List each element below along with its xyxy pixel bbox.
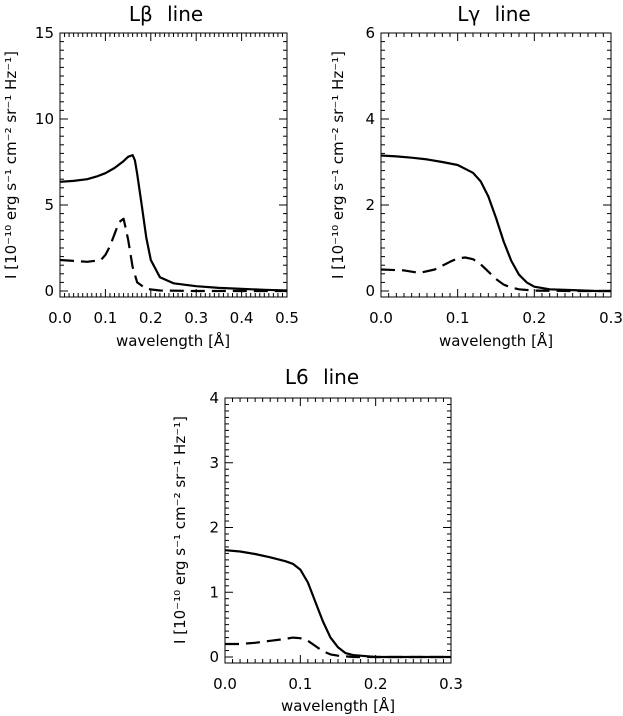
panel-lbeta-x-tick-label: 0.4 [230,309,254,327]
panel-l6-title: L6 line [285,365,359,389]
panel-lgamma-plot-frame [380,32,612,298]
panel-l6-x-tick-label: 0.3 [439,675,463,693]
panel-lgamma-dashed-curve [380,256,611,293]
panel-lbeta-y-tick-label: 15 [35,24,54,42]
panel-l6-plot-frame [224,397,452,664]
panel-lgamma-title-suffix: line [495,2,531,26]
panel-lgamma-title-main: Lγ [457,2,480,26]
panel-lgamma-x-axis-label: wavelength [Å] [439,331,553,350]
panel-lbeta-title: Lβ line [129,2,203,26]
panel-lbeta-solid-curve [59,154,288,292]
panel-lgamma-x-tick-label: 0.1 [446,309,470,327]
panel-l6: L6 line 0.0 0.1 0.2 0.3 0 1 2 3 4 wavelength [Å]… [171,365,463,715]
panel-lbeta-x-tick-label: 0.1 [93,309,117,327]
panel-lgamma-y-tick-label: 6 [365,24,375,42]
panel-l6-y-tick-label: 1 [209,583,219,601]
panel-lbeta-x-tick-label: 0.2 [139,309,163,327]
panel-lbeta-y-tick-label: 10 [35,110,54,128]
panel-l6-x-axis-label: wavelength [Å] [281,696,395,715]
panel-lbeta-ticks: 0.0 0.1 0.2 0.3 0.4 0.5 0 5 10 15 [35,24,299,327]
panel-l6-y-tick-label: 2 [209,519,219,537]
panel-l6-title-main: L6 [285,365,309,389]
panel-l6-ticks: 0.0 0.1 0.2 0.3 0 1 2 3 4 [209,389,462,693]
panel-l6-curves [224,549,451,659]
panel-l6-dashed-curve [225,636,451,659]
panel-l6-x-tick-label: 0.0 [213,675,237,693]
panel-l6-y-tick-label: 0 [209,648,219,666]
panel-l6-title-suffix: line [323,365,359,389]
panel-lgamma-y-axis-label: I [10⁻¹⁰ erg s⁻¹ cm⁻² sr⁻¹ Hz⁻¹] [329,51,347,279]
panel-lbeta-y-tick-label: 5 [44,196,54,214]
panel-lbeta-x-tick-label: 0.0 [48,309,72,327]
panel-lbeta-y-axis-label: I [10⁻¹⁰ erg s⁻¹ cm⁻² sr⁻¹ Hz⁻¹] [2,51,20,279]
panel-lgamma-x-tick-label: 0.3 [599,309,623,327]
panel-lgamma-y-tick-label: 4 [365,110,375,128]
panel-lgamma-x-tick-label: 0.2 [522,309,546,327]
panel-l6-x-tick-label: 0.2 [364,675,388,693]
panel-l6-y-tick-label: 3 [209,454,219,472]
panel-lbeta-dashed-curve [59,217,287,293]
panel-l6-x-tick-label: 0.1 [288,675,312,693]
panel-lgamma-x-tick-label: 0.0 [369,309,393,327]
panel-lgamma-solid-curve [380,154,611,293]
panel-lbeta-x-axis-label: wavelength [Å] [116,331,230,350]
panel-lbeta-x-tick-label: 0.5 [275,309,299,327]
panel-lbeta-title-main: Lβ [129,2,153,26]
panel-lgamma-y-tick-label: 2 [365,196,375,214]
panel-lbeta-plot-frame [59,32,288,298]
panel-l6-solid-curve [224,549,451,659]
panel-lgamma-title: Lγ line [457,2,530,26]
panel-lbeta-x-tick-label: 0.3 [184,309,208,327]
panel-lgamma-curves [380,154,611,293]
panel-lbeta-title-suffix: line [167,2,203,26]
panel-lbeta: Lβ line 0.0 0.1 0.2 0.3 0.4 0.5 0 5 10 15 wavelen… [2,2,299,350]
panel-l6-y-tick-label: 4 [209,389,219,407]
panel-l6-y-axis-label: I [10⁻¹⁰ erg s⁻¹ cm⁻² sr⁻¹ Hz⁻¹] [171,416,189,644]
panel-lgamma-y-tick-label: 0 [365,282,375,300]
panel-lbeta-y-tick-label: 0 [44,282,54,300]
panel-lgamma-ticks: 0.0 0.1 0.2 0.3 0 2 4 6 [365,24,622,327]
panel-lbeta-curves [59,154,288,293]
